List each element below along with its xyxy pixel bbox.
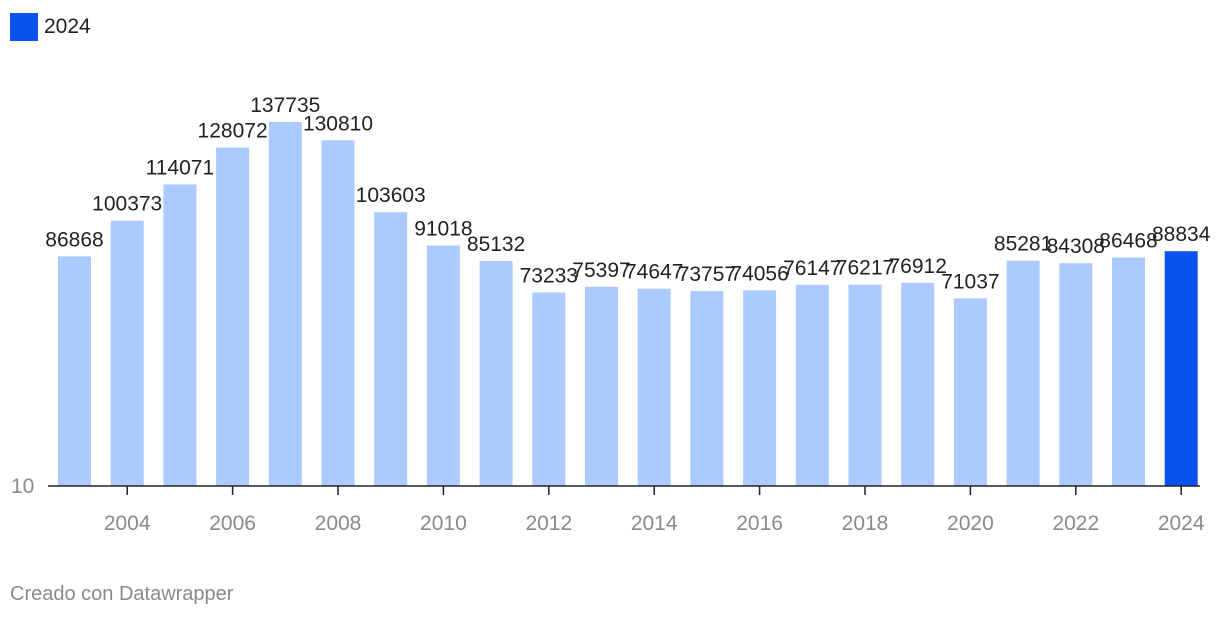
x-tick-label-2020: 2020 xyxy=(947,512,994,535)
value-label-2003: 86868 xyxy=(45,228,103,251)
bar-2018 xyxy=(848,284,882,486)
bar-2019 xyxy=(901,282,935,486)
legend-label: 2024 xyxy=(44,15,91,38)
bar-2013 xyxy=(585,286,618,486)
value-label-2021: 85281 xyxy=(994,233,1052,256)
x-tick-label-2018: 2018 xyxy=(842,512,889,535)
value-label-2015: 73757 xyxy=(678,263,736,286)
x-tick-label-2006: 2006 xyxy=(209,512,256,535)
value-label-2020: 71037 xyxy=(941,270,999,293)
bar-2011 xyxy=(479,261,513,486)
bar-2024 xyxy=(1164,251,1198,486)
bar-2007 xyxy=(268,122,302,486)
value-label-2007: 137735 xyxy=(250,94,320,117)
bar-2015 xyxy=(690,291,724,486)
value-label-2018: 76217 xyxy=(836,257,894,280)
bar-2021 xyxy=(1006,260,1040,486)
y-tick-label: 10 xyxy=(11,475,34,498)
value-label-2011: 85132 xyxy=(467,233,525,256)
x-tick-label-2022: 2022 xyxy=(1052,512,1099,535)
legend-swatch xyxy=(10,13,38,41)
value-label-2024: 88834 xyxy=(1152,223,1211,246)
x-tick-label-2012: 2012 xyxy=(525,512,572,535)
value-label-2008: 130810 xyxy=(303,112,373,135)
bar-2006 xyxy=(216,147,250,486)
value-label-2004: 100373 xyxy=(92,193,162,216)
x-tick-label-2014: 2014 xyxy=(631,512,678,535)
value-label-2023: 86468 xyxy=(1099,230,1157,253)
value-label-2012: 73233 xyxy=(520,265,578,288)
value-label-2005: 114071 xyxy=(146,157,215,180)
x-tick-label-2010: 2010 xyxy=(420,512,467,535)
bar-2012 xyxy=(532,292,566,486)
x-tick-label-2008: 2008 xyxy=(315,512,362,535)
bar-2016 xyxy=(743,290,777,486)
bar-2010 xyxy=(426,245,460,486)
bar-2003 xyxy=(58,256,91,486)
value-label-2006: 128072 xyxy=(198,120,268,143)
x-tick-label-2024: 2024 xyxy=(1158,512,1205,535)
footer-credit: Creado con Datawrapper xyxy=(10,583,234,605)
value-label-2009: 103603 xyxy=(356,184,426,207)
value-label-2016: 74056 xyxy=(730,262,788,285)
bar-2004 xyxy=(110,220,144,486)
value-label-2017: 76147 xyxy=(783,257,841,280)
bar-2009 xyxy=(374,212,408,486)
bar-2023 xyxy=(1112,257,1145,486)
x-tick-label-2016: 2016 xyxy=(736,512,783,535)
bar-2022 xyxy=(1059,263,1093,486)
bar-2005 xyxy=(163,184,197,486)
chart-legend: 2024 xyxy=(10,13,91,41)
bar-2008 xyxy=(321,140,355,487)
value-label-2022: 84308 xyxy=(1047,235,1105,258)
value-label-2010: 91018 xyxy=(414,218,472,241)
value-label-2014: 74647 xyxy=(625,261,683,284)
value-label-2013: 75397 xyxy=(572,259,630,282)
x-tick-label-2004: 2004 xyxy=(104,512,151,535)
bar-2017 xyxy=(795,284,829,486)
bar-2014 xyxy=(637,288,671,486)
value-label-2019: 76912 xyxy=(888,255,946,278)
bar-2020 xyxy=(953,298,987,486)
